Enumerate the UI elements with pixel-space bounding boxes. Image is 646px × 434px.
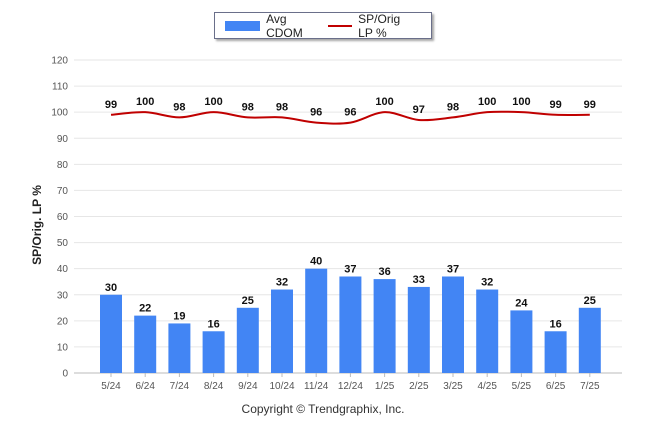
x-tick-label: 3/25 <box>443 381 463 392</box>
line-data-label: 96 <box>344 107 356 119</box>
line-data-label: 98 <box>276 101 288 113</box>
x-tick-label: 5/24 <box>101 381 121 392</box>
line-data-label: 96 <box>310 107 322 119</box>
bar <box>476 289 499 373</box>
bar-data-label: 32 <box>481 277 493 289</box>
bar <box>339 276 362 373</box>
bar-data-label: 16 <box>549 318 561 330</box>
line-data-label: 100 <box>204 96 222 108</box>
bar <box>578 307 601 373</box>
line-data-label: 100 <box>136 96 154 108</box>
line-path <box>110 110 590 125</box>
line-data-label: 98 <box>173 101 185 113</box>
bar-data-label: 30 <box>105 282 117 294</box>
bar <box>134 315 157 373</box>
bar-data-label: 24 <box>515 297 528 309</box>
bar-data-label: 32 <box>276 277 288 289</box>
bar <box>202 331 225 373</box>
y-axis-ticks: 0 10 20 30 40 50 60 70 80 90 100 110 120 <box>51 56 68 380</box>
line-data-label: 99 <box>549 99 561 111</box>
legend-item-avg-cdom: Avg CDOM <box>225 12 314 40</box>
bar <box>168 323 191 373</box>
legend-label: SP/Orig LP % <box>358 11 401 40</box>
y-tick-label: 80 <box>57 160 69 171</box>
bar-series: 30 22 19 16 25 32 40 37 36 33 37 32 24 16 25 <box>100 256 601 373</box>
y-tick-label: 110 <box>52 82 68 93</box>
line-data-label: 97 <box>413 104 425 116</box>
x-axis-ticks: 5/24 6/24 7/24 8/24 9/24 10/24 11/24 12/24 1/25 2… <box>101 373 600 392</box>
x-tick-label: 10/24 <box>269 381 294 392</box>
bar <box>544 331 567 373</box>
bar <box>236 307 259 373</box>
bar <box>271 289 293 373</box>
bar-data-label: 16 <box>207 318 219 330</box>
y-tick-label: 0 <box>62 369 68 380</box>
y-tick-label: 20 <box>57 316 69 327</box>
x-tick-label: 11/24 <box>304 381 329 392</box>
bar-data-label: 36 <box>378 266 390 278</box>
line-data-label: 99 <box>584 99 596 111</box>
x-tick-label: 2/25 <box>409 381 429 392</box>
legend-swatch-line <box>328 24 353 27</box>
bar-data-label: 37 <box>344 263 356 275</box>
line-data-label: 100 <box>478 96 496 108</box>
bar <box>305 268 328 373</box>
y-tick-label: 50 <box>57 238 69 249</box>
y-axis-label: SP/Orig. LP % <box>30 185 44 265</box>
y-tick-label: 90 <box>57 134 69 145</box>
y-tick-label: 60 <box>57 212 69 223</box>
bar-data-label: 25 <box>584 295 596 307</box>
legend-swatch-bar <box>225 20 261 31</box>
y-tick-label: 100 <box>51 108 68 119</box>
bar <box>510 310 533 373</box>
y-tick-label: 30 <box>57 290 69 301</box>
bar <box>100 294 122 373</box>
bar <box>373 279 396 373</box>
legend-item-sp-orig-lp: SP/Orig LP % <box>328 12 417 40</box>
y-tick-label: 40 <box>57 264 69 275</box>
y-tick-label: 10 <box>57 342 69 353</box>
x-tick-label: 6/24 <box>135 381 155 392</box>
x-tick-label: 7/24 <box>170 381 190 392</box>
y-tick-label: 70 <box>57 186 69 197</box>
x-tick-label: 8/24 <box>204 381 224 392</box>
x-tick-label: 1/25 <box>375 381 395 392</box>
line-data-label: 98 <box>242 101 254 113</box>
line-data-label: 99 <box>105 99 117 111</box>
grid-lines <box>74 59 622 374</box>
x-tick-label: 9/24 <box>238 381 258 392</box>
line-series: 99 100 98 100 98 98 96 96 100 97 98 100 100 99 99 <box>105 96 596 125</box>
line-data-label: 98 <box>447 101 459 113</box>
legend: Avg CDOM SP/Orig LP % <box>214 12 432 40</box>
bar-data-label: 19 <box>173 310 185 322</box>
bar-data-label: 25 <box>242 295 254 307</box>
bar-data-label: 22 <box>139 303 151 315</box>
x-tick-label: 7/25 <box>580 381 600 392</box>
line-data-label: 100 <box>375 96 393 108</box>
legend-label: Avg CDOM <box>266 11 303 40</box>
x-tick-label: 4/25 <box>477 381 497 392</box>
x-tick-label: 12/24 <box>338 381 363 392</box>
copyright-text: Copyright © Trendgraphix, Inc. <box>241 402 405 416</box>
bar-data-label: 37 <box>447 263 459 275</box>
y-tick-label: 120 <box>51 56 68 67</box>
bar-data-label: 40 <box>310 256 322 268</box>
x-tick-label: 6/25 <box>546 381 566 392</box>
line-data-label: 100 <box>512 96 530 108</box>
bar <box>407 286 430 373</box>
x-tick-label: 5/25 <box>512 381 532 392</box>
bar-data-label: 33 <box>413 274 425 286</box>
bar <box>442 276 464 373</box>
